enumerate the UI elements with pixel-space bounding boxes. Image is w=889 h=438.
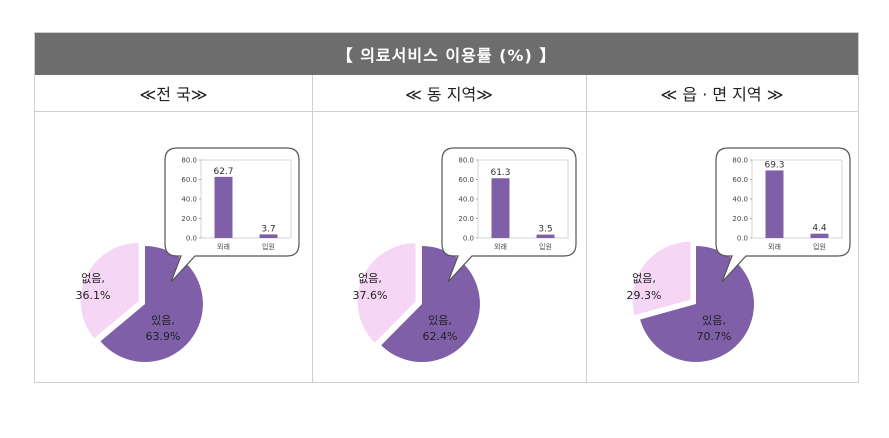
inset-bar-value-label: 3.5 <box>538 225 552 235</box>
heading-eupmyeon: ≪ 읍 · 면 지역 ≫ <box>586 75 858 112</box>
pie-label-unused: 없음, <box>81 272 105 285</box>
inset-bar-value-label: 61.3 <box>490 168 510 178</box>
inset-y-tick-label: 80.0 <box>181 157 197 165</box>
inset-y-tick-label: 0.0 <box>186 235 197 243</box>
column-divider <box>312 75 313 382</box>
pie-slice-unused <box>632 241 691 316</box>
inset-y-tick-label: 0.0 <box>463 235 474 243</box>
inset-bar-outpatient <box>214 176 233 238</box>
panel-dong: 있음, 62.4% 없음, 37.6% 0.0 20.0 40.0 60.0 80.0 61.3 외… <box>353 147 577 362</box>
inset-x-tick-label: 입원 <box>539 242 552 251</box>
column-divider <box>586 75 587 382</box>
pie-label-used: 있음, <box>151 314 175 327</box>
figure-title: 【 의료서비스 이용률 (%) 】 <box>35 33 858 75</box>
inset-y-tick-label: 0.0 <box>737 235 748 243</box>
inset-bar-value-label: 62.7 <box>213 167 233 177</box>
pie-value-used: 63.9% <box>146 330 181 343</box>
heading-nationwide: ≪전 국≫ <box>35 75 312 112</box>
pie-slice-unused <box>80 242 139 339</box>
pie-value-unused: 29.3% <box>627 289 662 302</box>
inset-y-tick-label: 20.0 <box>458 215 474 223</box>
inset-y-tick-label: 60.0 <box>181 176 197 184</box>
panel-eupmyeon: 있음, 70.7% 없음, 29.3% 0.0 20.0 40.0 60.0 80.0 69.3 외… <box>627 147 851 362</box>
inset-y-tick-label: 80.0 <box>732 157 748 165</box>
inset-y-tick-label: 60.0 <box>732 176 748 184</box>
inset-y-tick-label: 40.0 <box>181 196 197 204</box>
heading-dong: ≪ 동 지역≫ <box>312 75 586 112</box>
inset-y-tick-label: 20.0 <box>732 215 748 223</box>
pie-value-unused: 37.6% <box>353 289 388 302</box>
inset-y-tick-label: 80.0 <box>458 157 474 165</box>
pie-value-used: 70.7% <box>697 330 732 343</box>
inset-x-tick-label: 외래 <box>494 242 507 251</box>
inset-bar-inpatient <box>810 233 829 238</box>
inset-y-tick-label: 20.0 <box>181 215 197 223</box>
pie-value-used: 62.4% <box>423 330 458 343</box>
inset-bar-value-label: 69.3 <box>764 160 784 170</box>
inset-bar-outpatient <box>491 178 510 238</box>
panel-nationwide: 있음, 63.9% 없음, 36.1% 0.0 20.0 40.0 60.0 80.0 62.7 외… <box>76 147 300 362</box>
inset-bar-outpatient <box>765 170 784 238</box>
inset-y-tick-label: 60.0 <box>458 176 474 184</box>
inset-bar-value-label: 3.7 <box>261 224 275 234</box>
inset-y-tick-label: 40.0 <box>458 196 474 204</box>
pie-label-unused: 없음, <box>358 272 382 285</box>
pie-label-unused: 없음, <box>632 272 656 285</box>
inset-x-tick-label: 외래 <box>217 242 230 251</box>
pie-label-used: 있음, <box>428 314 452 327</box>
inset-bar-inpatient <box>536 234 555 238</box>
inset-bar-inpatient <box>259 234 278 238</box>
pie-slice-unused <box>357 243 416 343</box>
pie-label-used: 있음, <box>702 314 726 327</box>
inset-x-tick-label: 입원 <box>262 242 275 251</box>
pie-value-unused: 36.1% <box>76 289 111 302</box>
inset-y-tick-label: 40.0 <box>732 196 748 204</box>
inset-x-tick-label: 외래 <box>768 242 781 251</box>
figure-frame: 【 의료서비스 이용률 (%) 】 ≪전 국≫ ≪ 동 지역≫ ≪ 읍 · 면 … <box>34 32 859 383</box>
inset-bar-value-label: 4.4 <box>812 224 827 234</box>
inset-x-tick-label: 입원 <box>813 242 826 251</box>
